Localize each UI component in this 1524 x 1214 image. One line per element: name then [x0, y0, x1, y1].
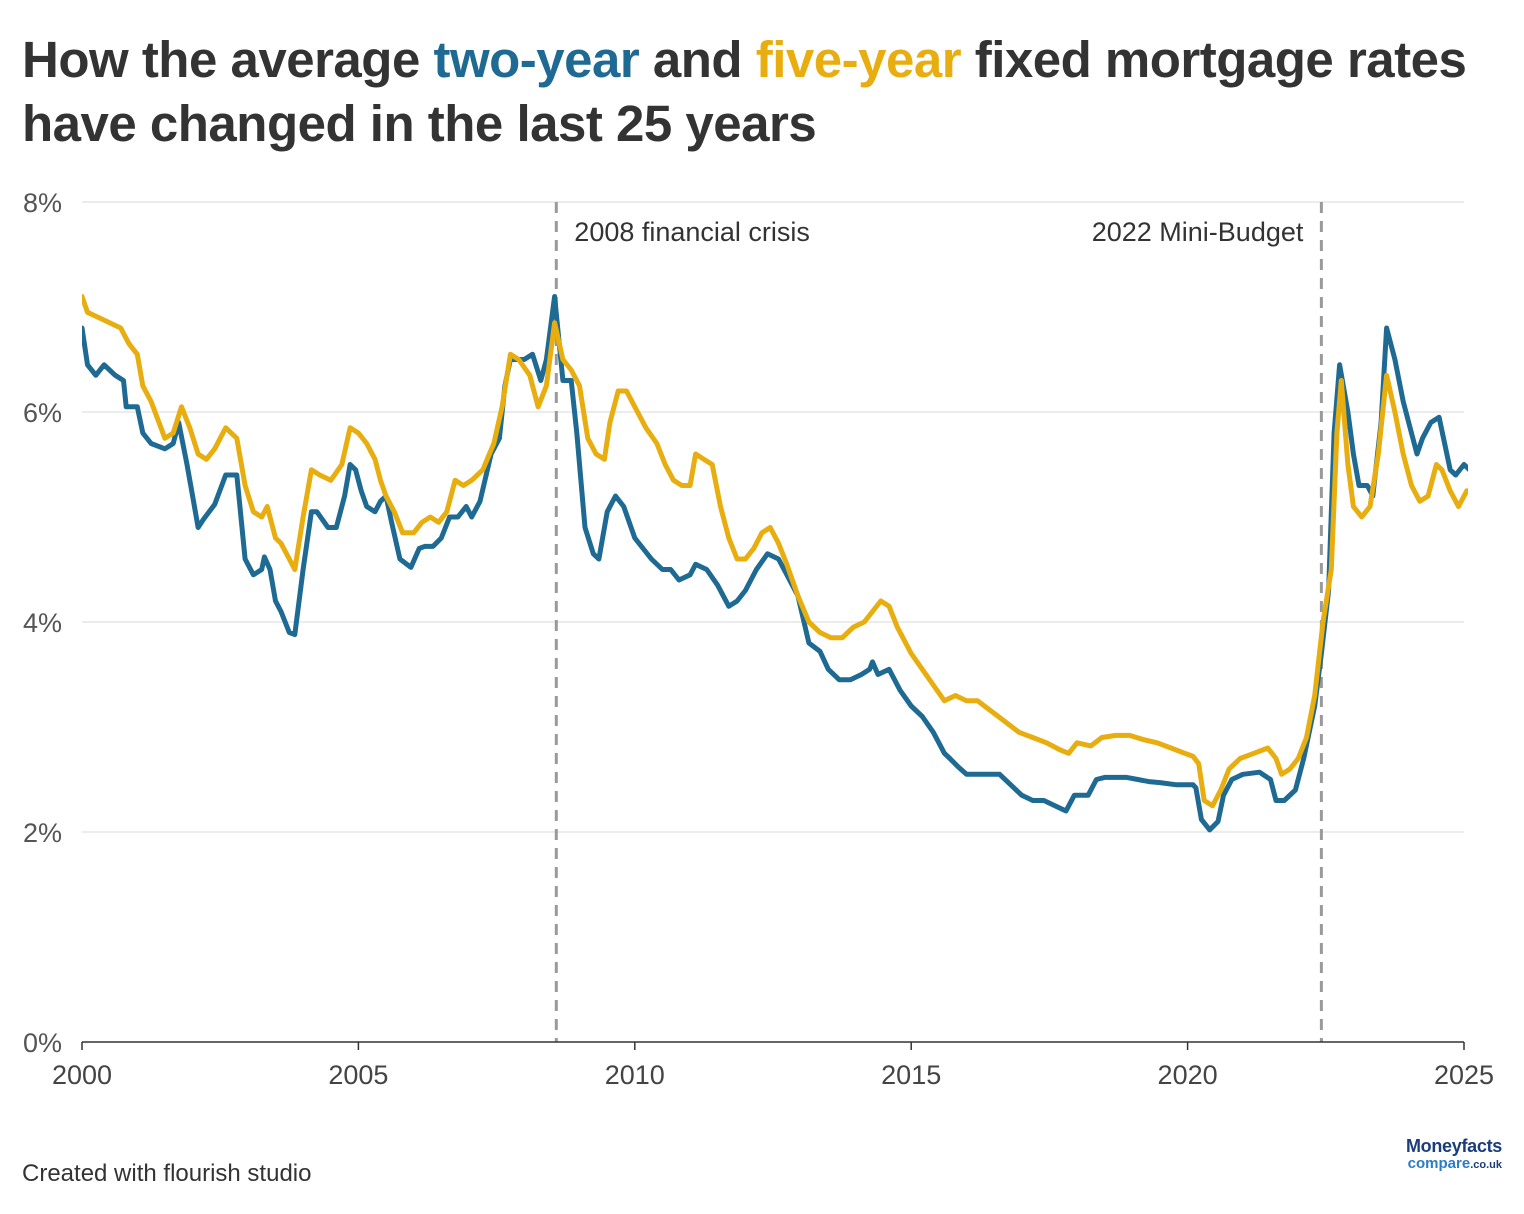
logo-line-2: compare.co.uk: [1380, 1155, 1502, 1174]
x-tick-label: 2005: [328, 1060, 388, 1090]
y-tick-label: 2%: [23, 818, 62, 848]
event-annotation-label: 2022 Mini-Budget: [1092, 217, 1304, 247]
y-tick-label: 6%: [23, 398, 62, 428]
footer-credit: Created with flourish studio: [22, 1160, 312, 1187]
moneyfacts-logo[interactable]: Moneyfacts compare.co.uk: [1380, 1136, 1502, 1174]
gridlines: [82, 201, 1464, 833]
logo-tld: .co.uk: [1470, 1159, 1502, 1171]
logo-line-2-text: compare: [1407, 1155, 1471, 1172]
event-annotation-label: 2008 financial crisis: [574, 217, 810, 247]
series-line-five-year: [82, 294, 1468, 809]
title-part-3: fixed mortgage rates have changed in the…: [22, 31, 1467, 152]
chart-title: How the average two-year and five-year f…: [22, 28, 1502, 156]
title-five-year-legend: five-year: [755, 31, 962, 88]
y-tick-label: 4%: [23, 608, 62, 638]
title-part-2: and: [639, 31, 756, 88]
x-tick-label: 2000: [52, 1060, 112, 1090]
x-tick-label: 2015: [881, 1060, 941, 1090]
axes: 0% 2% 4% 6% 8% 2000 2005 2010 2015 2020 2025: [23, 188, 1494, 1090]
y-tick-label: 8%: [23, 188, 62, 218]
title-part-1: How the average: [22, 31, 434, 88]
x-tick-label: 2025: [1434, 1060, 1494, 1090]
title-two-year-legend: two-year: [433, 31, 640, 88]
x-tick-label: 2010: [605, 1060, 665, 1090]
x-tick-label: 2020: [1158, 1060, 1218, 1090]
series-lines: [82, 294, 1468, 833]
logo-line-1: Moneyfacts: [1405, 1136, 1502, 1156]
y-tick-label: 0%: [23, 1028, 62, 1058]
series-line-two-year: [82, 294, 1468, 833]
